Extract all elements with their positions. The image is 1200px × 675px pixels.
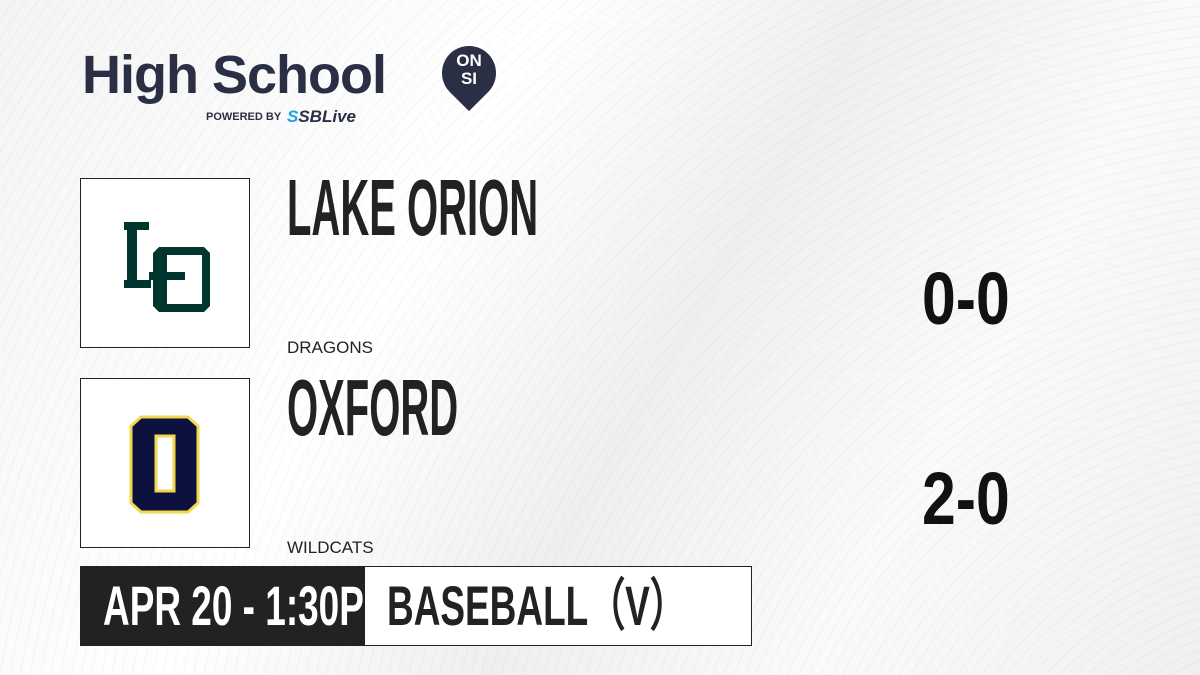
oxford-o-icon [129,415,200,514]
game-sport: BASEBALL（V） [386,574,687,637]
oxford-logo [80,378,250,548]
brand-title: High School [82,45,387,105]
team-name-home: LAKE ORION [287,163,539,252]
team-name-away: OXFORD [287,363,459,452]
game-datetime: APR 20 - 1:30PM [103,574,365,637]
lake-orion-lo-icon [124,222,210,312]
sblive-logo: SSBLive [287,107,356,126]
lake-orion-logo [80,178,250,348]
team-score-away: 2-0 [922,457,1010,540]
team-mascot-home: DRAGONS [287,338,373,357]
game-datetime-box: APR 20 - 1:30PM [81,567,365,645]
on-si-badge: ON SI [456,51,482,88]
game-info-bar: APR 20 - 1:30PM BASEBALL（V） [80,566,752,646]
team-score-home: 0-0 [922,257,1010,340]
team-mascot-away: WILDCATS [287,538,374,557]
game-sport-box: BASEBALL（V） [365,567,751,645]
powered-by-label: POWERED BY [206,111,282,123]
